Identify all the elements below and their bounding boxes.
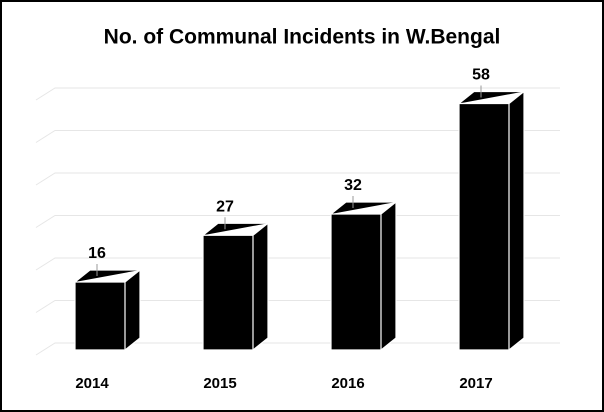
value-label: 27: [216, 198, 234, 215]
x-tick-label: 2016: [331, 375, 364, 392]
chart-title: No. of Communal Incidents in W.Bengal: [104, 26, 501, 49]
value-label: 32: [344, 177, 362, 194]
grid-line: [35, 130, 560, 143]
value-label: 58: [472, 67, 490, 84]
bar: [458, 90, 525, 351]
grid-line: [35, 87, 560, 101]
x-tick-label: 2015: [203, 375, 236, 392]
bar: [330, 201, 397, 351]
x-tick-label: 2014: [75, 375, 109, 392]
grid-line: [35, 342, 560, 356]
bar: [202, 222, 269, 351]
value-label: 16: [88, 245, 106, 262]
x-tick-label: 2017: [459, 375, 492, 392]
grid-line: [35, 172, 560, 186]
bar: [74, 269, 141, 351]
